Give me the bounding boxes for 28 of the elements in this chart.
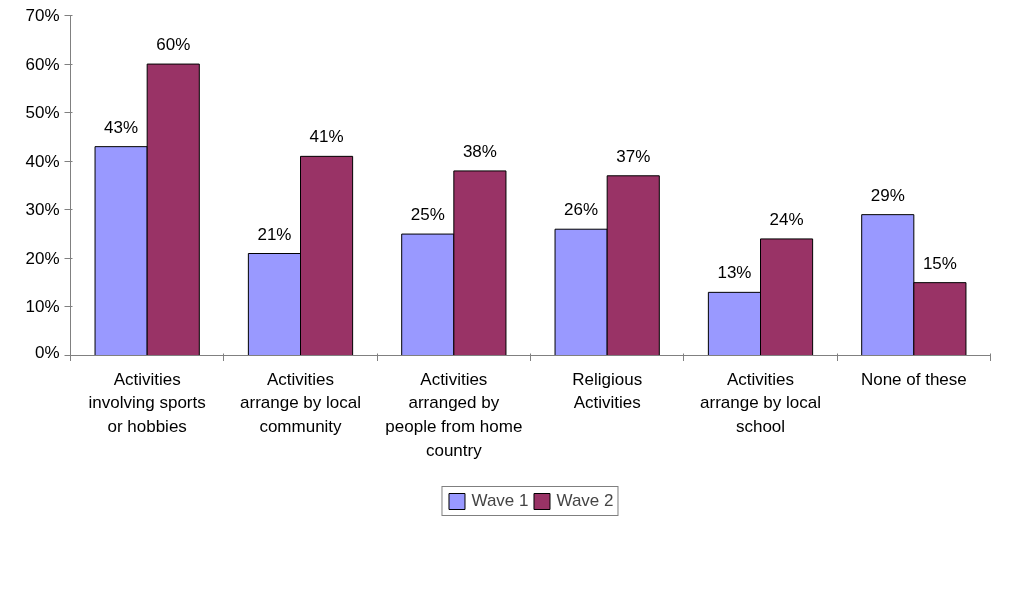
y-tick-label: 10%: [25, 297, 60, 317]
x-tick-label: Religious Activities: [572, 369, 643, 413]
x-tick-label: Activities arrange by local school: [700, 369, 821, 436]
data-label: 38%: [462, 141, 497, 161]
y-tick-label: 50%: [25, 103, 60, 123]
y-tick-label: 40%: [25, 151, 60, 171]
x-tick-label: None of these: [860, 369, 967, 389]
data-label: 41%: [309, 127, 344, 147]
x-tick-label: Activities involving sports or hobbies: [88, 369, 206, 436]
data-label: 21%: [257, 224, 292, 244]
legend-label: Wave 2: [556, 491, 614, 511]
data-label: 13%: [717, 263, 752, 283]
data-label: 24%: [769, 209, 804, 229]
y-tick-label: 30%: [25, 200, 60, 220]
data-label: 43%: [104, 117, 139, 137]
y-tick-label: 20%: [25, 248, 60, 268]
y-tick-label: 70%: [25, 6, 60, 25]
data-label: 15%: [922, 253, 957, 273]
x-tick-label: Activities arrange by local community: [240, 369, 361, 436]
data-label: 26%: [564, 200, 599, 220]
x-tick-label: Activities arranged by people from home country: [385, 369, 523, 460]
data-label: 25%: [410, 205, 445, 225]
data-label: 37%: [616, 146, 651, 166]
data-label: 29%: [870, 185, 905, 205]
y-tick-label: 0%: [34, 342, 60, 362]
data-label: 60%: [156, 35, 191, 55]
legend-label: Wave 1: [471, 491, 529, 511]
y-tick-label: 60%: [25, 54, 60, 74]
